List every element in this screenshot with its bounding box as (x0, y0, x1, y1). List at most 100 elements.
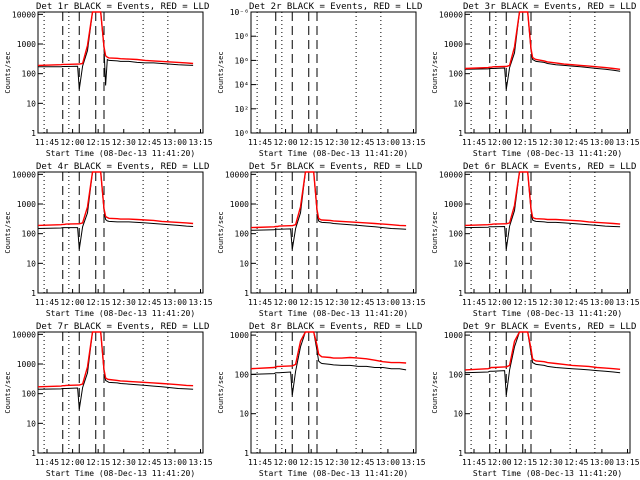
x-tick-label: 11:45 (248, 138, 272, 147)
plot-title: Det 9r BLACK = Events, RED = LLD (463, 322, 636, 332)
y-axis-label: Counts/sec (217, 51, 225, 93)
y-tick-label: 1 (244, 449, 249, 458)
x-tick-label: 11:45 (462, 138, 486, 147)
y-tick-label: 10 (453, 259, 463, 268)
y-tick-label: 100 (449, 370, 464, 379)
plot-frame (37, 171, 204, 294)
y-tick-label: 100 (449, 70, 464, 79)
x-tick-label: 12:30 (325, 138, 349, 147)
x-tick-label: 11:45 (248, 458, 272, 467)
x-axis-label: Start Time (08-Dec-13 11:41:20) (259, 309, 408, 318)
x-axis-label: Start Time (08-Dec-13 11:41:20) (46, 469, 195, 478)
x-tick-label: 13:00 (163, 138, 187, 147)
series-line (37, 11, 194, 67)
x-tick-label: 13:15 (401, 458, 425, 467)
x-tick-label: 13:00 (590, 138, 614, 147)
series-line (37, 171, 194, 227)
x-tick-label: 13:00 (376, 298, 400, 307)
y-tick-label: 10⁰ (235, 129, 249, 138)
y-tick-label: 1 (458, 289, 463, 298)
y-tick-label: 10² (235, 105, 249, 114)
y-tick-label: 10000 (439, 10, 463, 19)
y-tick-label: 100 (235, 370, 250, 379)
y-axis-label: Counts/sec (217, 371, 225, 413)
plot-title: Det 6r BLACK = Events, RED = LLD (463, 162, 636, 172)
y-tick-label: 10⁴ (235, 81, 249, 90)
x-tick-label: 12:00 (488, 458, 512, 467)
x-tick-label: 12:45 (137, 138, 161, 147)
series-line (250, 331, 407, 370)
x-tick-label: 12:45 (350, 138, 374, 147)
y-axis-label: Counts/sec (4, 211, 12, 253)
y-tick-label: 100 (22, 70, 37, 79)
x-tick-label: 12:00 (274, 298, 298, 307)
x-tick-label: 12:30 (112, 298, 136, 307)
x-tick-label: 12:45 (137, 458, 161, 467)
x-tick-label: 12:15 (299, 298, 323, 307)
plot-title: Det 5r BLACK = Events, RED = LLD (249, 162, 422, 172)
plot-title: Det 8r BLACK = Events, RED = LLD (249, 322, 422, 332)
x-tick-label: 13:15 (615, 298, 639, 307)
y-axis-label: Counts/sec (431, 371, 439, 413)
y-tick-label: 10 (453, 410, 463, 419)
plot-frame (464, 11, 631, 134)
y-tick-label: 100 (22, 230, 37, 239)
series-line (464, 171, 621, 227)
x-tick-label: 13:00 (590, 298, 614, 307)
x-tick-label: 13:15 (615, 458, 639, 467)
x-tick-label: 13:15 (188, 298, 212, 307)
y-tick-label: 1000 (230, 200, 249, 209)
x-tick-label: 12:45 (564, 138, 588, 147)
x-tick-label: 12:15 (299, 458, 323, 467)
x-tick-label: 11:45 (35, 298, 59, 307)
y-tick-label: 1000 (17, 360, 36, 369)
y-tick-label: 1 (244, 289, 249, 298)
x-tick-label: 12:15 (86, 138, 110, 147)
plot-frame (37, 11, 204, 134)
y-axis-label: Counts/sec (431, 211, 439, 253)
x-axis-label: Start Time (08-Dec-13 11:41:20) (473, 469, 622, 478)
y-axis-label: Counts/sec (431, 51, 439, 93)
x-tick-label: 12:45 (564, 298, 588, 307)
x-tick-label: 12:00 (61, 298, 85, 307)
y-tick-label: 10 (453, 99, 463, 108)
plot-frame (250, 11, 417, 134)
x-tick-label: 12:15 (513, 138, 537, 147)
series-line (37, 331, 194, 388)
y-tick-label: 1 (458, 449, 463, 458)
series-line (464, 171, 621, 250)
y-tick-label: 1000 (230, 331, 249, 340)
x-tick-label: 12:45 (350, 458, 374, 467)
plot-title: Det 7r BLACK = Events, RED = LLD (36, 322, 209, 332)
x-tick-label: 13:15 (401, 298, 425, 307)
series-line (464, 11, 621, 70)
y-tick-label: 10 (239, 259, 249, 268)
y-tick-label: 10000 (12, 10, 36, 19)
plot-frame (250, 331, 417, 454)
x-tick-label: 12:30 (325, 458, 349, 467)
x-tick-label: 13:00 (376, 458, 400, 467)
y-axis-label: Counts/sec (4, 371, 12, 413)
plot-frame (464, 331, 631, 454)
y-tick-label: 10⁶ (235, 56, 249, 65)
x-tick-label: 12:15 (513, 458, 537, 467)
plot-frame (37, 331, 204, 454)
y-tick-label: 100 (449, 230, 464, 239)
x-tick-label: 13:00 (590, 458, 614, 467)
x-tick-label: 12:00 (488, 138, 512, 147)
x-tick-label: 11:45 (35, 138, 59, 147)
x-axis-label: Start Time (08-Dec-13 11:41:20) (259, 469, 408, 478)
x-axis-label: Start Time (08-Dec-13 11:41:20) (473, 149, 622, 158)
y-tick-label: 1 (31, 129, 36, 138)
x-tick-label: 11:45 (35, 458, 59, 467)
y-tick-label: 1000 (17, 40, 36, 49)
x-tick-label: 12:30 (112, 138, 136, 147)
x-axis-label: Start Time (08-Dec-13 11:41:20) (46, 149, 195, 158)
x-tick-label: 11:45 (462, 458, 486, 467)
series-line (37, 331, 194, 410)
x-tick-label: 12:30 (539, 298, 563, 307)
x-tick-label: 13:15 (401, 138, 425, 147)
x-tick-label: 13:00 (163, 458, 187, 467)
x-tick-label: 12:30 (325, 298, 349, 307)
